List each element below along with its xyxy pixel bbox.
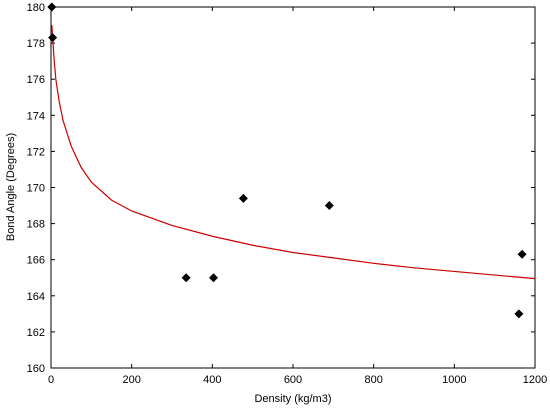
data-point-diamond (209, 273, 219, 283)
data-point-diamond (514, 309, 524, 319)
x-tick-label: 0 (48, 374, 54, 386)
x-tick-label: 600 (284, 374, 302, 386)
y-tick-label: 166 (27, 255, 45, 267)
y-tick-label: 180 (27, 2, 45, 14)
y-tick-label: 174 (27, 110, 45, 122)
data-points-layer (47, 2, 527, 319)
y-tick-label: 162 (27, 327, 45, 339)
data-point-diamond (47, 2, 57, 12)
plot-area (50, 6, 536, 369)
y-tick-label: 178 (27, 38, 45, 50)
fit-curve (51, 25, 536, 280)
x-tick-label: 400 (203, 374, 221, 386)
data-point-diamond (181, 273, 191, 283)
y-axis-ticks: 160 162 164 166 168 170 172 174 176 178 180 (27, 2, 535, 375)
data-point-diamond (48, 33, 58, 43)
y-tick-label: 164 (27, 291, 45, 303)
x-tick-label: 200 (122, 374, 140, 386)
x-tick-label: 1200 (523, 374, 547, 386)
y-tick-label: 170 (27, 183, 45, 195)
y-tick-label: 160 (27, 363, 45, 375)
x-tick-label: 800 (364, 374, 382, 386)
x-axis-title: Density (kg/m3) (254, 393, 331, 405)
x-axis-ticks: 0 200 400 600 800 1000 1200 (48, 7, 547, 386)
data-point-diamond (238, 193, 248, 203)
y-axis-title: Bond Angle (Degrees) (5, 133, 17, 241)
fit-curve-layer (51, 25, 536, 280)
data-point-diamond (517, 249, 527, 259)
data-point-diamond (324, 201, 334, 211)
x-tick-label: 1000 (442, 374, 466, 386)
y-tick-label: 176 (27, 74, 45, 86)
y-tick-label: 172 (27, 146, 45, 158)
y-tick-label: 168 (27, 219, 45, 231)
